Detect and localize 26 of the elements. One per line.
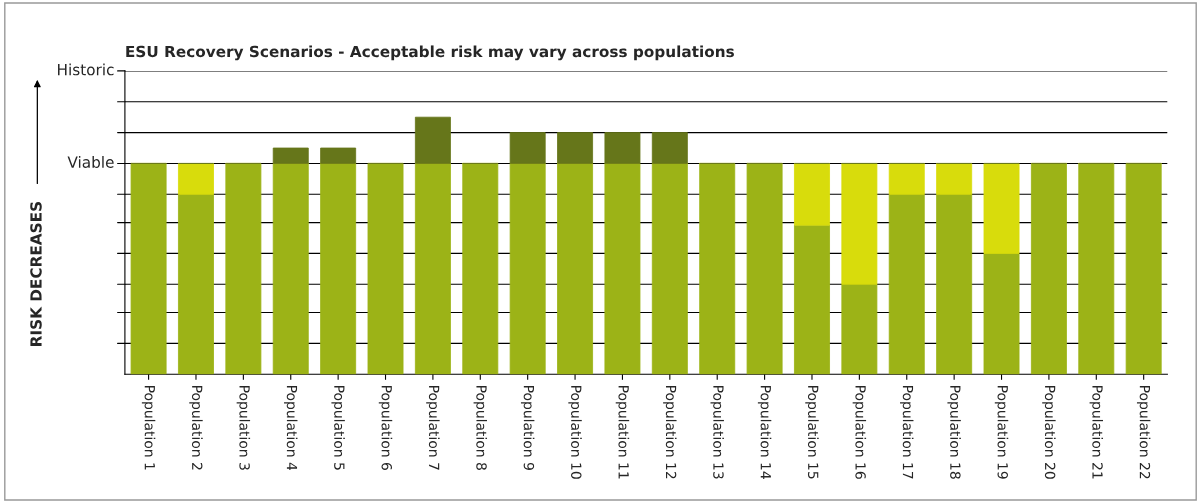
x-tick-label: Population 1 xyxy=(141,386,156,470)
x-tick-label: Population 3 xyxy=(236,386,251,470)
x-tick-label: Population 8 xyxy=(473,386,488,470)
x-tick-label: Population 6 xyxy=(378,386,393,470)
x-tick-label: Population 9 xyxy=(520,386,535,470)
chart-title: ESU Recovery Scenarios - Acceptable risk may vary across populations xyxy=(126,45,734,61)
x-tick-label: Population 5 xyxy=(331,386,345,470)
ref-line-label: Viable xyxy=(67,156,114,168)
x-tick-label: Population 18 xyxy=(947,386,961,479)
x-tick-label: Population 2 xyxy=(189,386,203,470)
x-tick-label: Population 7 xyxy=(426,386,440,470)
x-tick-label: Population 17 xyxy=(900,386,914,479)
x-tick-label: Population 16 xyxy=(852,386,867,479)
x-tick-label: Population 15 xyxy=(805,386,819,479)
x-tick-label: Population 10 xyxy=(568,386,582,479)
x-tick-label: Population 21 xyxy=(1089,386,1104,479)
x-tick-label: Population 4 xyxy=(284,386,298,471)
x-tick-label: Population 11 xyxy=(615,386,630,479)
x-tick-label: Population 13 xyxy=(710,386,724,479)
ref-line-label: Historic xyxy=(58,63,114,76)
x-tick-label: Population 12 xyxy=(663,386,677,479)
text: RISK DECREASES xyxy=(30,202,42,346)
x-tick-label: Population 14 xyxy=(757,386,772,479)
x-tick-label: Population 22 xyxy=(1136,386,1151,479)
x-tick-label: Population 20 xyxy=(1042,386,1056,479)
x-tick-label: Population 19 xyxy=(994,386,1009,479)
